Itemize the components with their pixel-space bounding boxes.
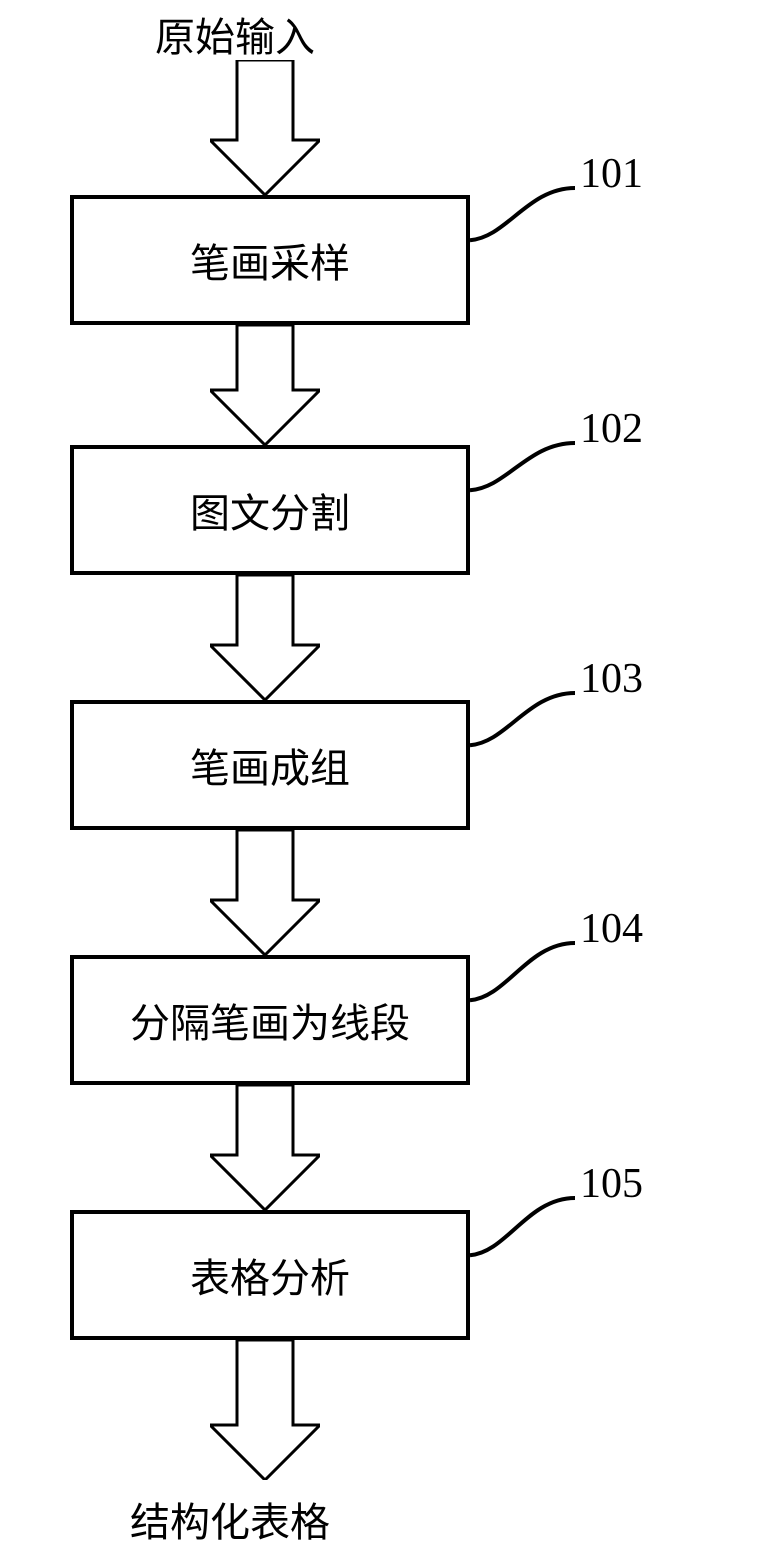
arrow-3 [210,830,320,955]
ref-104: 104 [580,905,643,953]
box-101-text: 笔画采样 [190,231,350,289]
ref-curve-101 [460,178,585,250]
box-104: 分隔笔画为线段 [70,955,470,1085]
box-101: 笔画采样 [70,195,470,325]
arrow-4 [210,1085,320,1210]
ref-curve-102 [460,433,585,500]
box-102-text: 图文分割 [190,481,350,539]
box-102: 图文分割 [70,445,470,575]
arrow-2 [210,575,320,700]
box-104-text: 分隔笔画为线段 [130,991,410,1049]
ref-101: 101 [580,150,643,198]
ref-105: 105 [580,1160,643,1208]
input-label: 原始输入 [155,5,315,63]
ref-102: 102 [580,405,643,453]
box-105: 表格分析 [70,1210,470,1340]
box-105-text: 表格分析 [190,1246,350,1304]
arrow-0 [210,60,320,195]
arrow-1 [210,325,320,445]
box-103-text: 笔画成组 [190,736,350,794]
box-103: 笔画成组 [70,700,470,830]
ref-curve-105 [460,1188,585,1265]
output-label: 结构化表格 [130,1490,330,1548]
ref-103: 103 [580,655,643,703]
ref-curve-104 [460,933,585,1010]
arrow-5 [210,1340,320,1480]
flowchart-container: 原始输入 笔画采样 图文分割 笔画成组 分隔笔画为线段 表格分析 101 102… [0,0,773,1542]
ref-curve-103 [460,683,585,755]
